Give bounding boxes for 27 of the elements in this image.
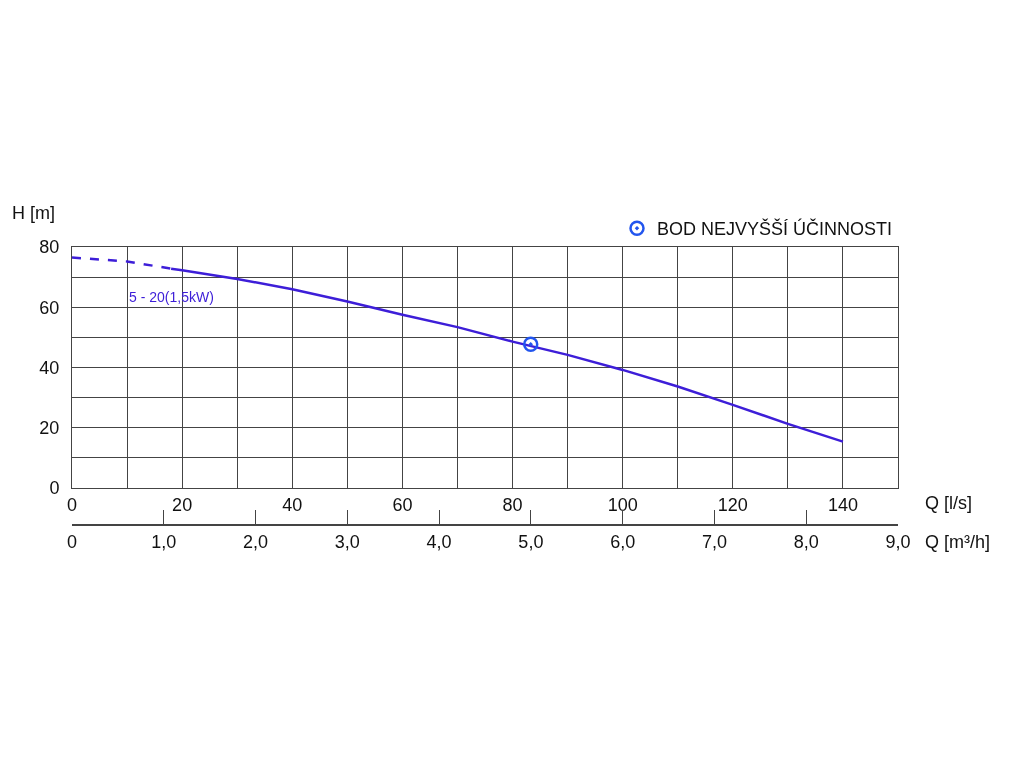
x-tick-label: 120 — [717, 494, 748, 515]
x2-tick-label: 9,0 — [885, 531, 911, 552]
y-tick-label: 20 — [39, 418, 60, 439]
x2-tick-label: 8,0 — [793, 531, 819, 552]
x2-tick-label: 3,0 — [334, 531, 360, 552]
y-axis-title: H [m] — [12, 203, 55, 223]
x-tick-label: 80 — [502, 494, 523, 515]
x2-tick-label: 4,0 — [426, 531, 452, 552]
y-tick-label: 80 — [39, 237, 60, 258]
x-tick-label: 60 — [392, 494, 413, 515]
x2-tick-label: 5,0 — [518, 531, 544, 552]
y-tick-label: 0 — [49, 478, 60, 499]
y-tick-label: 40 — [39, 357, 60, 378]
x2-tick-label: 7,0 — [701, 531, 727, 552]
x-tick-label: 40 — [282, 494, 303, 515]
x-tick-label: 140 — [827, 494, 858, 515]
y-tick-label: 60 — [39, 297, 60, 318]
x2-axis-title: Q [m³/h] — [925, 532, 991, 552]
x2-tick-label: 0 — [66, 531, 78, 552]
x-tick-label: 20 — [172, 494, 193, 515]
x-axis-title: Q [l/s] — [925, 493, 973, 513]
x-tick-label: 0 — [66, 494, 78, 515]
x2-tick-label: 6,0 — [610, 531, 636, 552]
x2-tick-label: 1,0 — [151, 531, 177, 552]
x2-tick-label: 2,0 — [243, 531, 269, 552]
x-tick-label: 100 — [607, 494, 638, 515]
legend-label: BOD NEJVYŠŠÍ ÚČINNOSTI — [657, 218, 893, 240]
